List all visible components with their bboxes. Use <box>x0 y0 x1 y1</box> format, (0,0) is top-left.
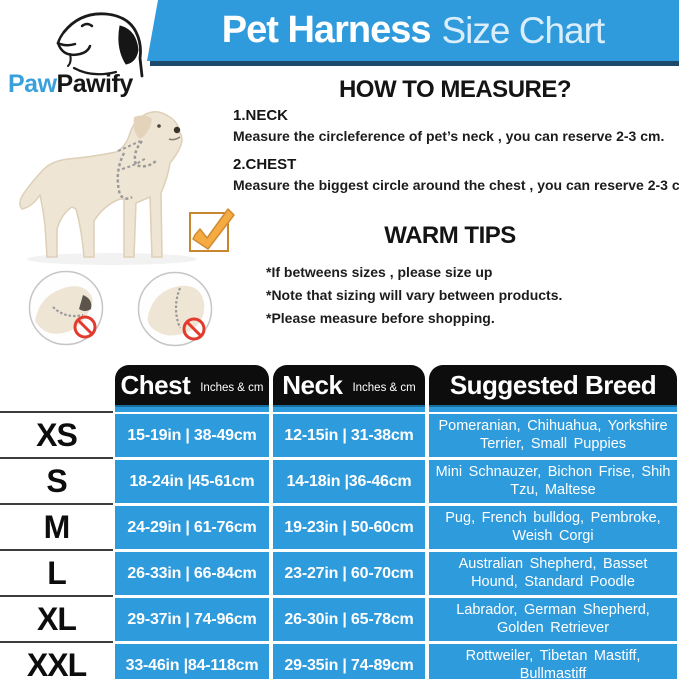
warm-tip-1: *If betweens sizes , please size up <box>266 264 493 280</box>
step-chest-label: 2.CHEST <box>233 156 297 173</box>
step-chest-text: Measure the biggest circle around the ch… <box>233 177 679 193</box>
neck-value-m: 19-23in | 50-60cm <box>273 506 425 549</box>
dog-illustration <box>19 111 197 265</box>
breed-value-xl: Labrador, German Shepherd, Golden Retrie… <box>429 598 677 641</box>
step-neck-text: Measure the circleference of pet’s neck … <box>233 128 665 144</box>
wrong-measure-inset-neck <box>27 269 105 347</box>
column-header-chest: Chest Inches & cm <box>115 365 269 405</box>
chest-value-xl: 29-37in | 74-96cm <box>115 598 269 641</box>
row-divider <box>0 641 113 643</box>
neck-header-title: Neck <box>282 369 343 400</box>
warm-tip-3: *Please measure before shopping. <box>266 310 495 326</box>
column-header-neck: Neck Inches & cm <box>273 365 425 405</box>
breed-value-l: Australian Shepherd, Basset Hound, Stand… <box>429 552 677 595</box>
dog-measuring-photo <box>12 103 222 271</box>
size-label-l: L <box>47 555 67 591</box>
size-label-xxl: XXL <box>26 647 87 679</box>
breed-header-title: Suggested Breed <box>449 369 657 400</box>
neck-value-l: 23-27in | 60-70cm <box>273 552 425 595</box>
neck-value-xl: 26-30in | 65-78cm <box>273 598 425 641</box>
header-underline-neck <box>273 405 425 412</box>
chest-value-s: 18-24in |45-61cm <box>115 460 269 503</box>
size-label-xl: XL <box>37 601 77 637</box>
chest-value-m: 24-29in | 61-76cm <box>115 506 269 549</box>
chest-value-xxl: 33-46in |84-118cm <box>115 644 269 679</box>
warm-tips-heading: WARM TIPS <box>384 222 516 249</box>
warm-tip-2: *Note that sizing will vary between prod… <box>266 287 563 303</box>
step-neck-label: 1.NECK <box>233 107 289 124</box>
neck-value-xs: 12-15in | 31-38cm <box>273 414 425 457</box>
banner-title-light: Size Chart <box>441 9 605 51</box>
size-label-s: S <box>46 463 67 499</box>
size-table: Chest Inches & cm Neck Inches & cm Sugge… <box>0 365 679 679</box>
chest-value-xs: 15-19in | 38-49cm <box>115 414 269 457</box>
wrong-measure-inset-chest <box>136 270 214 348</box>
column-header-breed: Suggested Breed <box>429 365 677 405</box>
header-underline-chest <box>115 405 269 412</box>
size-label-m: M <box>43 509 71 545</box>
breed-value-m: Pug, French bulldog, Pembroke, Weish Cor… <box>429 506 677 549</box>
chest-value-l: 26-33in | 66-84cm <box>115 552 269 595</box>
breed-value-xs: Pomeranian, Chihuahua, Yorkshire Terrier… <box>429 414 677 457</box>
approved-check-icon <box>183 202 239 258</box>
chest-header-unit: Inches & cm <box>200 382 264 394</box>
title-banner: Pet Harness Size Chart <box>147 0 679 61</box>
dog-head-icon <box>56 12 144 78</box>
header-underline-breed <box>429 405 677 412</box>
neck-value-s: 14-18in |36-46cm <box>273 460 425 503</box>
banner-bottom-edge <box>150 61 679 66</box>
prohibition-icon <box>182 317 206 341</box>
breed-value-s: Mini Schnauzer, Bichon Frise, Shih Tzu, … <box>429 460 677 503</box>
brand-name-suffix: Pawify <box>56 70 134 98</box>
prohibition-icon <box>73 315 97 339</box>
row-divider <box>0 549 113 551</box>
how-to-measure-heading: HOW TO MEASURE? <box>338 76 572 103</box>
brand-name-prefix: Paw <box>8 70 57 98</box>
size-label-xs: XS <box>36 417 78 453</box>
brand-name: PawPawify <box>8 70 133 99</box>
row-divider <box>0 503 113 505</box>
neck-header-unit: Inches & cm <box>352 382 416 394</box>
banner-title-strong: Pet Harness <box>221 9 432 51</box>
row-divider <box>0 595 113 597</box>
row-divider <box>0 411 113 413</box>
brand-logo: PawPawify <box>4 4 184 106</box>
neck-value-xxl: 29-35in | 74-89cm <box>273 644 425 679</box>
chest-header-title: Chest <box>120 369 191 400</box>
breed-value-xxl: Rottweiler, Tibetan Mastiff, Bullmastiff <box>429 644 677 679</box>
row-divider <box>0 457 113 459</box>
